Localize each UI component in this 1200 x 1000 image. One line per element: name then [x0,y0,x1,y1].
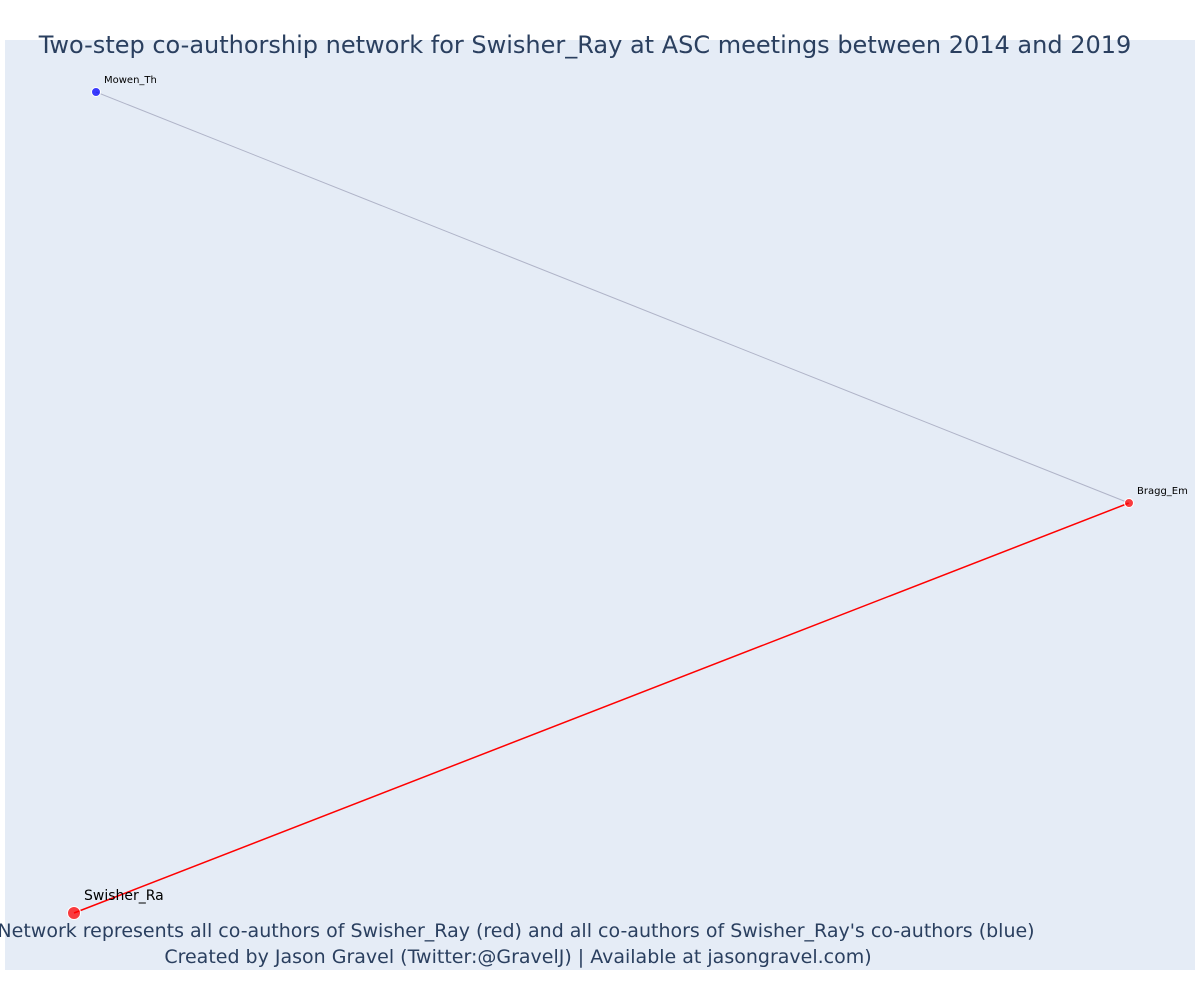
node-mowen[interactable]: Mowen_Th [91,75,157,97]
diagram-title: Two-step co-authorship network for Swish… [38,31,1132,59]
plot-background [5,40,1195,970]
node-bragg[interactable]: Bragg_Em [1124,486,1188,508]
node-swisher[interactable]: Swisher_Ra [67,888,164,920]
edges-layer [73,91,1130,914]
edge-bragg-mowen [95,91,1130,504]
node-label-swisher: Swisher_Ra [84,888,164,904]
node-marker-swisher[interactable] [67,906,81,920]
caption-line-2: Created by Jason Gravel (Twitter:@Gravel… [164,946,871,968]
edge-swisher-bragg [73,502,1130,914]
caption-line-1: Network represents all co-authors of Swi… [0,920,1035,942]
node-label-bragg: Bragg_Em [1137,486,1188,497]
nodes-layer: Swisher_Ra Bragg_Em Mowen_Th [67,75,1188,920]
node-marker-bragg[interactable] [1124,498,1134,508]
node-marker-mowen[interactable] [91,87,101,97]
node-label-mowen: Mowen_Th [104,75,157,86]
